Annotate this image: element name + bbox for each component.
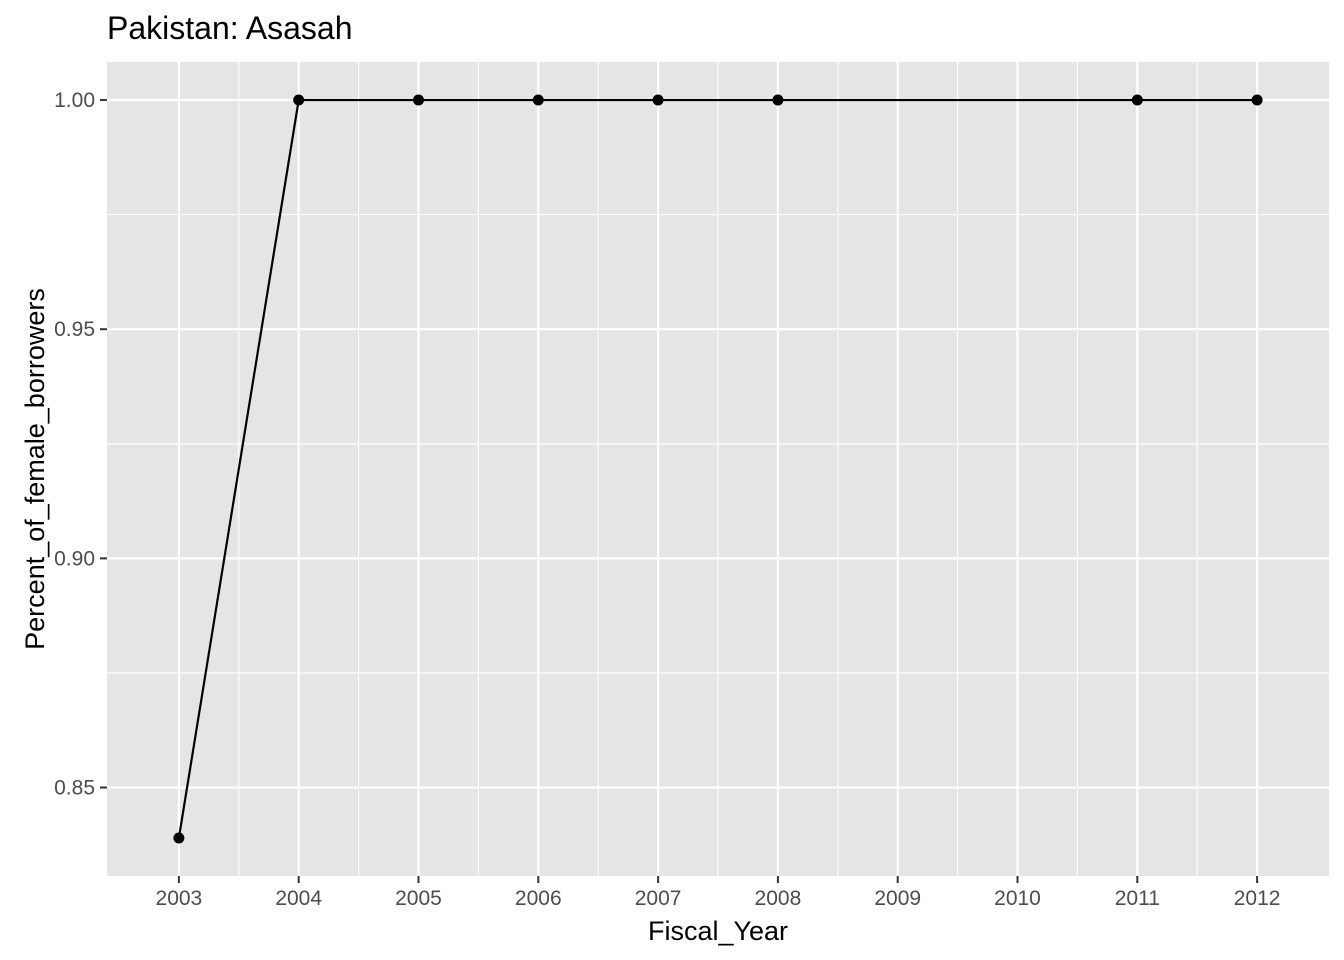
data-point bbox=[293, 94, 305, 106]
data-point bbox=[532, 94, 544, 106]
x-tick-label: 2011 bbox=[1115, 887, 1160, 910]
y-tick-label: 0.90 bbox=[54, 547, 95, 570]
x-tick-label: 2004 bbox=[275, 887, 322, 910]
x-tick-label: 2010 bbox=[994, 887, 1041, 910]
x-tick-label: 2009 bbox=[874, 887, 921, 910]
x-tick-label: 2008 bbox=[755, 887, 802, 910]
x-axis-title: Fiscal_Year bbox=[648, 916, 788, 946]
chart-title: Pakistan: Asasah bbox=[107, 10, 352, 46]
x-tick-label: 2012 bbox=[1234, 887, 1281, 910]
x-axis: 2003 2004 2005 2006 2007 2008 2009 2010 2011 2012 bbox=[156, 876, 1281, 910]
series-layer bbox=[173, 94, 1263, 844]
data-point bbox=[1251, 94, 1263, 106]
data-point bbox=[1131, 94, 1143, 106]
data-point bbox=[652, 94, 664, 106]
y-tick-label: 0.85 bbox=[54, 777, 95, 800]
series-line bbox=[177, 98, 1258, 839]
y-axis-title: Percent_of_female_borrowers bbox=[20, 288, 50, 650]
data-point bbox=[772, 94, 784, 106]
x-tick-label: 2006 bbox=[515, 887, 562, 910]
grid-lines bbox=[107, 62, 1329, 876]
data-point bbox=[412, 94, 424, 106]
x-tick-label: 2003 bbox=[156, 887, 203, 910]
data-point bbox=[173, 832, 185, 844]
y-axis: 0.85 0.90 0.95 1.00 bbox=[54, 89, 107, 800]
y-tick-label: 0.95 bbox=[54, 318, 95, 341]
x-tick-label: 2007 bbox=[635, 887, 682, 910]
y-tick-label: 1.00 bbox=[54, 89, 95, 112]
x-tick-label: 2005 bbox=[395, 887, 442, 910]
